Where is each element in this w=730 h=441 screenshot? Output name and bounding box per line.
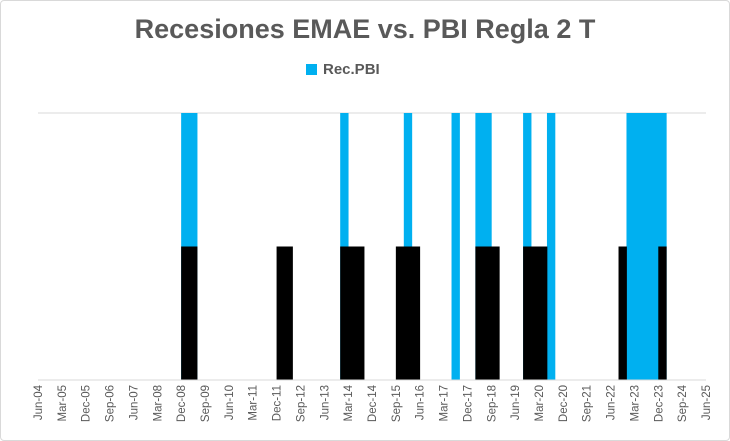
x-tick-label: Sep-18 — [486, 385, 498, 422]
x-tick-label: Sep-06 — [105, 385, 117, 422]
x-tick-label: Sep-15 — [391, 385, 403, 422]
legend: Rec.PBI — [306, 61, 380, 78]
bar-series2-Jun-18 — [475, 246, 484, 380]
legend-swatch-rec-pbi — [306, 64, 317, 75]
bar-series2-Jun-09 — [189, 246, 198, 380]
bar-rec-pbi-Sep-17 — [451, 113, 460, 380]
bar-series2-Jun-16 — [411, 246, 421, 380]
chart-title: Recesiones EMAE vs. PBI Regla 2 T — [134, 14, 596, 44]
bar-series2-Mar-20 — [531, 246, 540, 380]
x-tick-label: Jun-04 — [33, 384, 45, 420]
bar-rec-pbi-Jun-23 — [634, 113, 643, 380]
bar-series2-Sep-18 — [483, 246, 492, 380]
bar-series2-Dec-18 — [491, 246, 500, 380]
bar-series2-Mar-16 — [403, 246, 413, 380]
x-tick-label: Dec-17 — [462, 385, 474, 422]
bar-series2-Mar-24 — [658, 246, 667, 380]
bar-rec-pbi-Mar-23 — [626, 113, 635, 380]
bar-series2-Jun-14 — [348, 246, 357, 380]
bar-series2-Mar-12 — [276, 246, 285, 380]
x-tick-label: Dec-05 — [81, 385, 93, 422]
x-tick-label: Mar-05 — [57, 385, 69, 421]
bar-series2-Mar-09 — [181, 246, 190, 380]
x-tick-label: Mar-14 — [343, 384, 355, 421]
bar-rec-pbi-Dec-23 — [650, 113, 659, 380]
x-tick-label: Jun-16 — [415, 385, 427, 420]
x-tick-label: Mar-17 — [439, 385, 451, 421]
bar-series2-Mar-14 — [340, 246, 349, 380]
bar-rec-pbi-Sep-20 — [546, 113, 556, 380]
x-tick-label: Sep-21 — [582, 385, 594, 422]
x-tick-label: Sep-24 — [677, 384, 689, 422]
x-tick-label: Dec-11 — [272, 385, 284, 421]
x-tick-label: Jun-19 — [510, 385, 522, 420]
x-tick-label: Jun-10 — [224, 385, 236, 420]
x-tick-label: Mar-20 — [534, 385, 546, 421]
x-tick-label: Jun-25 — [701, 385, 713, 420]
bar-rec-pbi-Sep-23 — [642, 113, 651, 380]
bar-series2-Jun-12 — [284, 246, 293, 380]
x-tick-label: Dec-23 — [653, 385, 665, 422]
x-tick-label: Mar-23 — [629, 385, 641, 421]
bar-series2-Dec-22 — [618, 246, 627, 380]
bar-series2-Dec-19 — [523, 246, 532, 380]
x-tick-label: Jun-07 — [128, 385, 140, 420]
bar-series2-Jun-20 — [539, 246, 548, 380]
bar-series2-Sep-14 — [356, 246, 365, 380]
x-tick-label: Dec-20 — [558, 385, 570, 422]
x-tick-label: Jun-13 — [319, 385, 331, 420]
x-tick-label: Mar-08 — [152, 385, 164, 421]
x-tick-label: Mar-11 — [248, 385, 260, 421]
x-tick-label: Dec-08 — [176, 385, 188, 422]
x-tick-label: Sep-12 — [295, 385, 307, 422]
x-tick-label: Sep-09 — [200, 385, 212, 422]
legend-label-rec-pbi: Rec.PBI — [323, 61, 380, 78]
bar-series2-Dec-15 — [395, 246, 405, 380]
x-tick-label: Dec-14 — [367, 384, 379, 422]
x-tick-label: Jun-22 — [606, 385, 618, 420]
